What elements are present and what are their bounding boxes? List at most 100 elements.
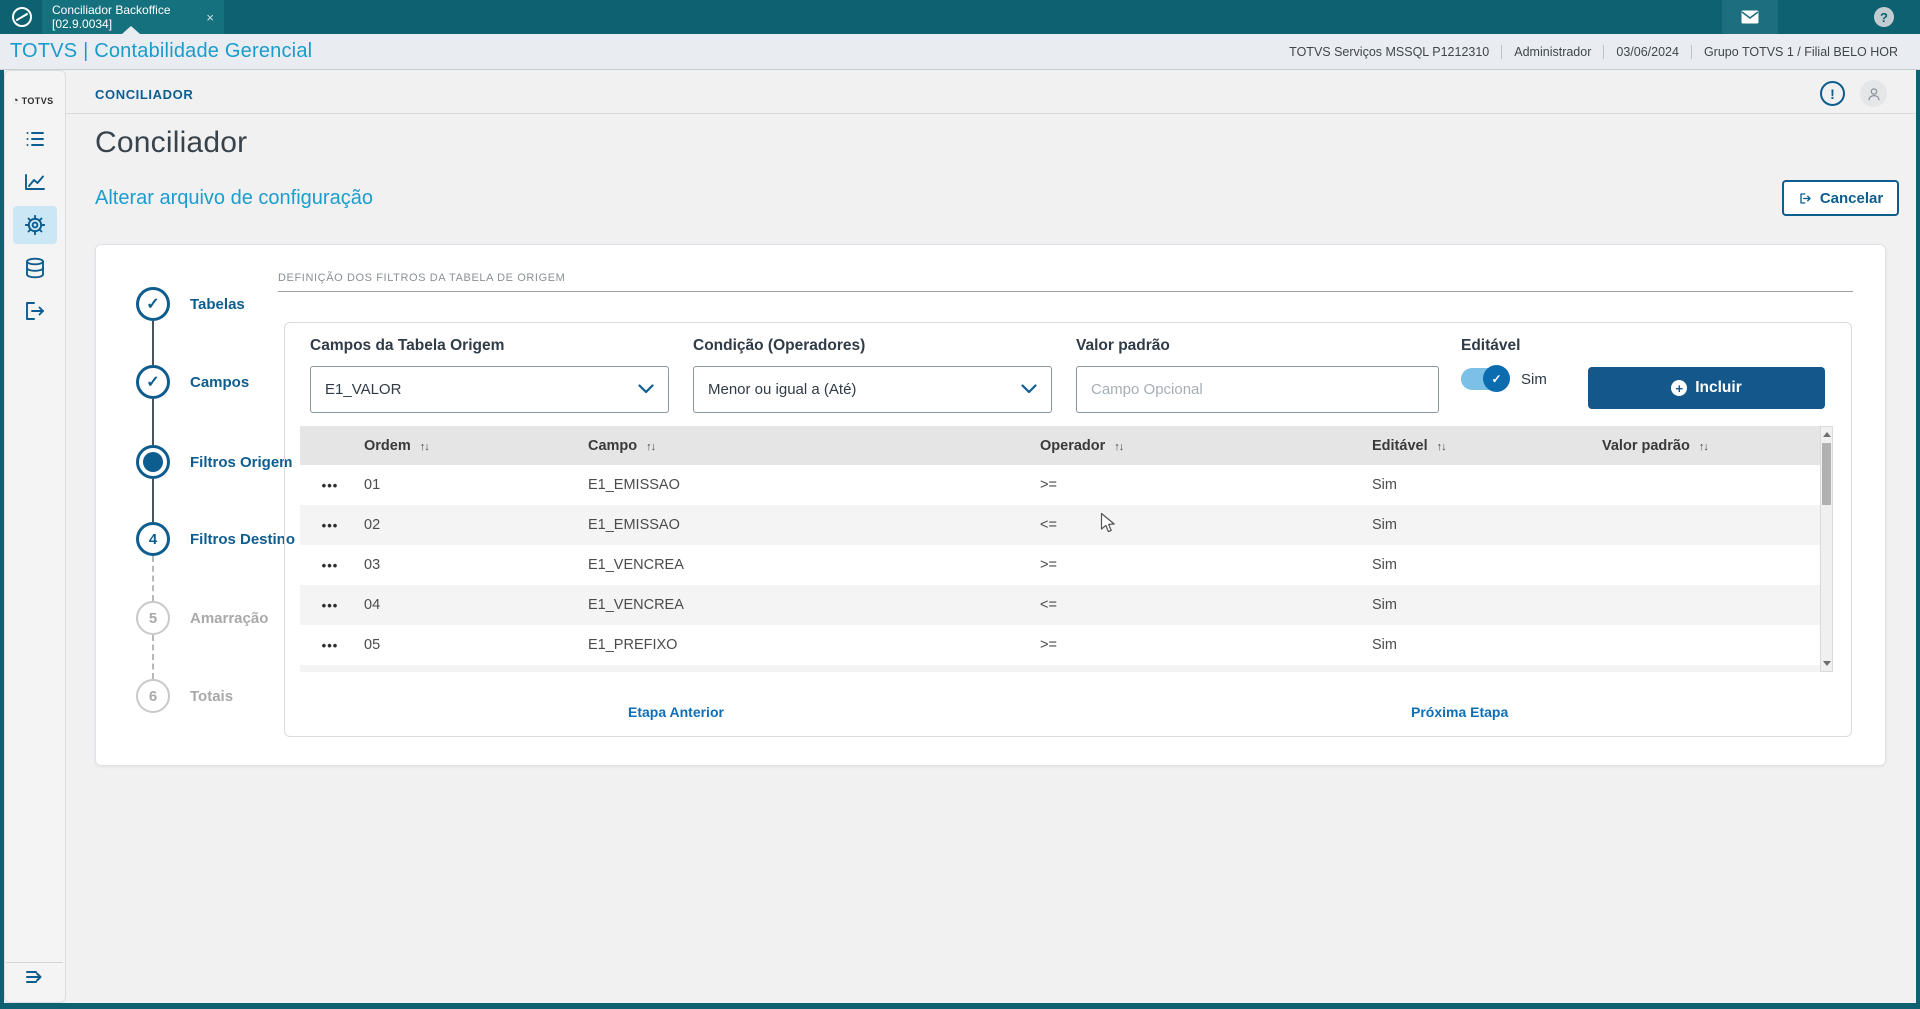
breadcrumb-bar	[66, 70, 1916, 114]
column-header-operador[interactable]: Operador ↑↓	[1040, 437, 1124, 454]
cell-operador: >=	[1040, 637, 1057, 653]
editavel-toggle[interactable]: ✓	[1461, 365, 1510, 392]
brand-title: TOTVS | Contabilidade Gerencial	[10, 40, 313, 62]
scroll-up-icon[interactable]	[1823, 432, 1831, 437]
campo-origem-select[interactable]: E1_VALOR	[310, 366, 669, 413]
step-label-filtros-origem[interactable]: Filtros Origem	[190, 453, 293, 471]
database-icon	[26, 257, 44, 279]
sidebar-item-menu[interactable]	[13, 120, 57, 158]
sidebar-item-logout[interactable]	[13, 292, 57, 330]
cell-editavel: Sim	[1372, 477, 1397, 493]
campo-origem-label: Campos da Tabela Origem	[310, 337, 505, 354]
cell-campo: E1_PREFIXO	[588, 637, 678, 653]
sort-icon[interactable]: ↑↓	[1698, 440, 1709, 453]
step-label-campos[interactable]: Campos	[190, 373, 250, 391]
scrollbar-thumb[interactable]	[1822, 443, 1831, 505]
check-icon: ✓	[146, 374, 160, 391]
condicao-select[interactable]: Menor ou igual a (Até)	[693, 366, 1052, 413]
scroll-down-icon[interactable]	[1823, 661, 1831, 666]
window-frame-right	[1916, 70, 1920, 1009]
expand-menu-icon[interactable]	[13, 958, 57, 996]
previous-step-link[interactable]: Etapa Anterior	[628, 704, 724, 720]
page-subtitle: Alterar arquivo de configuração	[95, 187, 373, 209]
table-row: ••• 01 E1_EMISSAO >= Sim	[300, 465, 1820, 505]
column-header-campo[interactable]: Campo ↑↓	[588, 437, 656, 454]
step-circle-amarracao: 5	[136, 601, 170, 635]
column-header-ordem[interactable]: Ordem ↑↓	[364, 437, 430, 454]
step-number: 4	[148, 530, 158, 548]
help-icon[interactable]: ?	[1874, 7, 1894, 27]
sidebar-divider	[6, 962, 63, 963]
cell-editavel: Sim	[1372, 597, 1397, 613]
sidebar-item-settings[interactable]	[13, 206, 57, 244]
cell-operador: >=	[1040, 477, 1057, 493]
totvs-logo-icon	[12, 7, 32, 27]
cell-ordem: 05	[364, 637, 381, 653]
cancel-button[interactable]: Cancelar	[1782, 180, 1899, 216]
cell-campo: E1_VENCREA	[588, 557, 684, 573]
condicao-value: Menor ou igual a (Até)	[708, 381, 857, 398]
row-menu-icon[interactable]: •••	[321, 557, 339, 573]
next-step-link[interactable]: Próxima Etapa	[1411, 704, 1509, 720]
table-row: ••• 04 E1_VENCREA <= Sim	[300, 585, 1820, 625]
step-circle-filtros-origem[interactable]	[136, 445, 170, 479]
chart-icon	[25, 174, 45, 190]
sort-icon[interactable]: ↑↓	[646, 440, 656, 453]
column-header-editavel[interactable]: Editável ↑↓	[1372, 437, 1447, 454]
cell-editavel: Sim	[1372, 557, 1397, 573]
row-menu-icon[interactable]: •••	[321, 477, 339, 493]
tab-close-icon[interactable]: ×	[206, 9, 214, 25]
cell-operador: <=	[1040, 517, 1057, 533]
cell-campo: E1_VENCREA	[588, 597, 684, 613]
sort-icon[interactable]: ↑↓	[1436, 440, 1447, 453]
chevron-down-icon	[1021, 381, 1037, 398]
tab-pointer-triangle	[122, 26, 140, 34]
user-avatar-icon[interactable]	[1860, 80, 1887, 107]
table-row: ••• 03 E1_VENCREA >= Sim	[300, 545, 1820, 585]
check-icon: ✓	[146, 296, 160, 313]
step-circle-filtros-destino[interactable]: 4	[136, 522, 170, 556]
env-user: Administrador	[1501, 45, 1603, 59]
step-circle-tabelas[interactable]: ✓	[136, 287, 170, 321]
table-scrollbar[interactable]	[1820, 426, 1833, 672]
cell-editavel: Sim	[1372, 517, 1397, 533]
sidebar-item-reports[interactable]	[13, 163, 57, 201]
cell-operador: <=	[1040, 597, 1057, 613]
section-divider	[278, 291, 1853, 292]
row-menu-icon[interactable]: •••	[321, 637, 339, 653]
cell-ordem: 03	[364, 557, 381, 573]
step-label-tabelas[interactable]: Tabelas	[190, 295, 245, 313]
table-row-partial	[300, 665, 1820, 672]
cell-campo: E1_EMISSAO	[588, 517, 680, 533]
incluir-label: Incluir	[1695, 379, 1742, 396]
alert-icon[interactable]: !	[1820, 81, 1845, 106]
breadcrumb[interactable]: CONCILIADOR	[95, 87, 194, 102]
step-connector	[152, 321, 154, 365]
cell-editavel: Sim	[1372, 637, 1397, 653]
sort-icon[interactable]: ↑↓	[419, 440, 430, 453]
env-company: Grupo TOTVS 1 / Filial BELO HOR	[1690, 45, 1910, 59]
step-circle-campos[interactable]: ✓	[136, 365, 170, 399]
sidebar-logo-text: TOTVS	[21, 96, 54, 106]
sort-icon[interactable]: ↑↓	[1114, 440, 1124, 453]
mail-icon[interactable]	[1722, 0, 1778, 34]
column-header-valor-padrao[interactable]: Valor padrão ↑↓	[1602, 437, 1709, 454]
window-titlebar: Conciliador Backoffice [02.9.0034] × ?	[0, 0, 1920, 34]
section-caption: DEFINIÇÃO DOS FILTROS DA TABELA DE ORIGE…	[278, 272, 566, 284]
filters-panel	[284, 322, 1852, 737]
env-server: TOTVS Serviços MSSQL P1212310	[1289, 45, 1490, 59]
logout-icon	[26, 302, 44, 320]
incluir-button[interactable]: + Incluir	[1588, 367, 1825, 409]
row-menu-icon[interactable]: •••	[321, 517, 339, 533]
step-label-filtros-destino[interactable]: Filtros Destino	[190, 530, 296, 548]
totvs-mark-icon: ◔	[12, 95, 19, 107]
sidebar-totvs-logo: ◔ TOTVS	[12, 95, 58, 107]
sidebar-item-database[interactable]	[13, 249, 57, 287]
editavel-label: Editável	[1461, 337, 1521, 354]
env-date: 03/06/2024	[1603, 45, 1691, 59]
step-circle-totais: 6	[136, 679, 170, 713]
row-menu-icon[interactable]: •••	[321, 597, 339, 613]
cell-campo: E1_EMISSAO	[588, 477, 680, 493]
valor-padrao-input[interactable]	[1076, 366, 1439, 413]
settings-icon	[24, 214, 46, 236]
